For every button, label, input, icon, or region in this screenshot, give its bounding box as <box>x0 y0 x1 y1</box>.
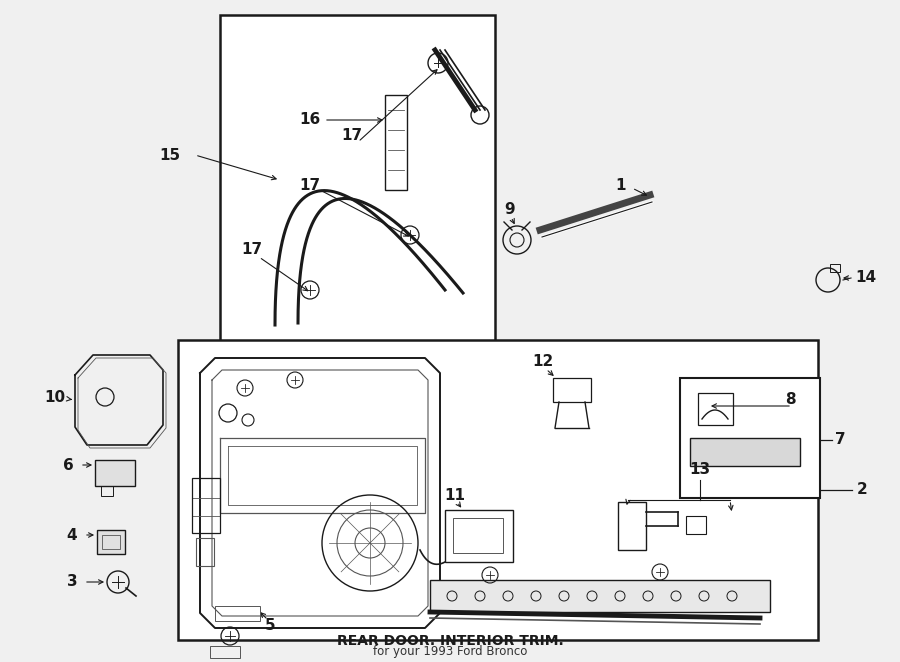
Text: 13: 13 <box>689 463 711 477</box>
Bar <box>698 393 733 425</box>
Text: 11: 11 <box>445 487 465 502</box>
Text: 12: 12 <box>533 354 554 369</box>
Bar <box>445 510 513 562</box>
Bar <box>385 95 407 190</box>
Text: 17: 17 <box>341 128 363 142</box>
Bar <box>453 518 503 553</box>
Text: REAR DOOR. INTERIOR TRIM.: REAR DOOR. INTERIOR TRIM. <box>337 634 563 648</box>
Text: 3: 3 <box>67 575 77 589</box>
Text: 14: 14 <box>855 271 876 285</box>
Text: 7: 7 <box>834 432 845 448</box>
Bar <box>97 530 125 554</box>
Bar <box>680 378 820 498</box>
Text: 8: 8 <box>785 393 796 408</box>
Text: 2: 2 <box>857 483 868 498</box>
Bar <box>690 438 800 466</box>
Text: 15: 15 <box>159 148 181 162</box>
Text: 4: 4 <box>67 528 77 542</box>
Bar <box>553 378 591 402</box>
Text: 9: 9 <box>505 203 516 218</box>
Text: 5: 5 <box>265 618 275 634</box>
Text: 17: 17 <box>300 177 320 193</box>
Bar <box>95 460 135 486</box>
Bar <box>210 646 240 658</box>
Bar <box>178 340 818 640</box>
Text: 17: 17 <box>241 242 263 258</box>
Bar <box>686 516 706 534</box>
Bar <box>101 486 113 496</box>
Text: for your 1993 Ford Bronco: for your 1993 Ford Bronco <box>373 645 527 658</box>
Text: 1: 1 <box>615 177 626 193</box>
Text: 6: 6 <box>63 457 74 473</box>
Bar <box>215 606 260 621</box>
Bar <box>430 580 770 612</box>
Bar <box>618 502 646 550</box>
Text: 10: 10 <box>44 391 66 406</box>
Bar <box>196 538 214 566</box>
Bar <box>192 478 220 533</box>
Text: 16: 16 <box>300 113 320 128</box>
Bar <box>830 264 840 272</box>
Bar <box>220 15 495 345</box>
Bar <box>102 535 120 549</box>
